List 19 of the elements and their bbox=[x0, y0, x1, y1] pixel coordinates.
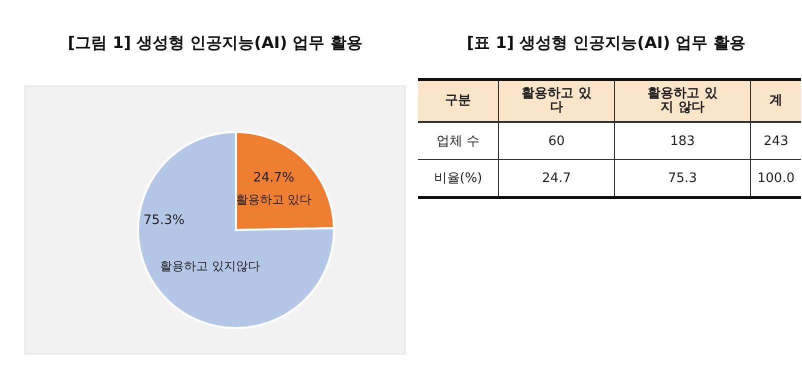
text: 활용하고 있다 bbox=[520, 86, 592, 115]
text: 구분 bbox=[445, 93, 471, 108]
slice-label: 활용하고 있다 bbox=[236, 192, 312, 207]
text: 계 bbox=[770, 93, 782, 108]
text: 100.0 bbox=[757, 170, 795, 186]
text: [표 1] 생성형 인공지능(AI) 업무 활용 bbox=[466, 33, 746, 54]
text: 업체 수 bbox=[436, 134, 480, 149]
text: 60 bbox=[548, 134, 565, 148]
chart-title: [그림 1] 생성형 인공지능(AI) 업무 활용 bbox=[66, 33, 364, 54]
data-label: 75.3% bbox=[143, 213, 185, 228]
slice-label: 활용하고 있지않다 bbox=[160, 259, 260, 273]
text: 24.7 bbox=[542, 170, 571, 186]
text: 활용하고 있지 않다 bbox=[646, 86, 718, 115]
text: 비율(%) bbox=[434, 171, 482, 186]
text: 183 bbox=[670, 134, 695, 148]
data-label: 24.7% bbox=[253, 170, 294, 186]
pie-slice bbox=[137, 131, 335, 329]
text: 75.3 bbox=[668, 170, 697, 186]
text: 243 bbox=[764, 134, 788, 148]
